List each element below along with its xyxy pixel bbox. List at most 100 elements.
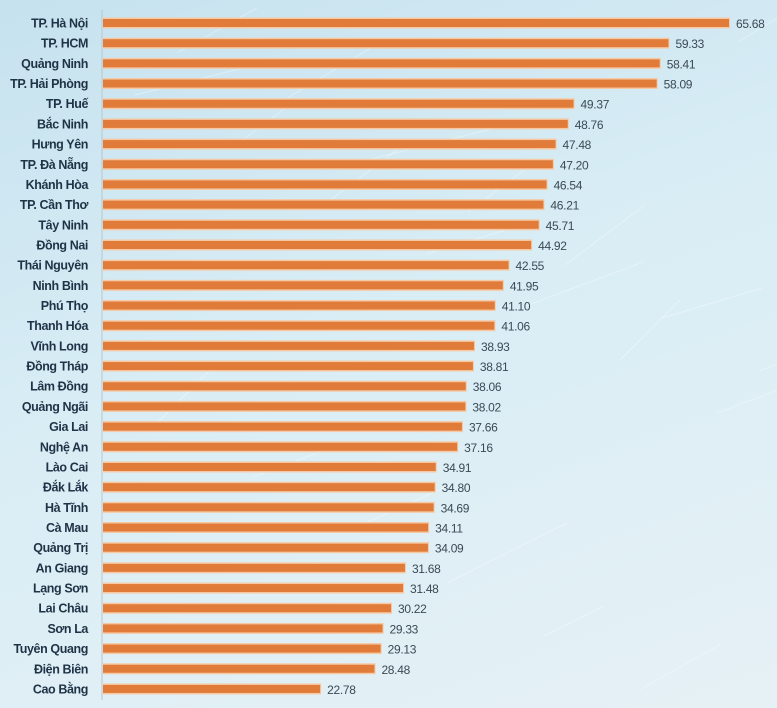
value-label: 65.68	[736, 17, 765, 31]
value-label: 38.93	[481, 340, 510, 354]
bar	[103, 604, 392, 613]
category-label: Tây Ninh	[38, 218, 88, 232]
bar-row: Đắk Lắk 34.80	[43, 480, 471, 496]
streak	[543, 605, 605, 637]
value-label: 34.09	[435, 542, 464, 556]
streak	[716, 389, 777, 414]
bar	[103, 19, 729, 27]
streak	[328, 140, 410, 202]
value-label: 59.33	[675, 37, 704, 51]
bar-row: Sơn La 29.33	[47, 622, 419, 637]
category-label: Tuyên Quang	[13, 642, 88, 656]
category-label: Hưng Yên	[32, 138, 88, 152]
value-label: 29.33	[390, 622, 419, 636]
bar	[103, 382, 466, 391]
bar	[103, 442, 458, 451]
bar-row: Quảng Trị 34.09	[33, 541, 464, 556]
category-label: Gia Lai	[49, 420, 88, 434]
category-label: Cao Bằng	[33, 681, 88, 696]
bar	[103, 281, 503, 290]
value-label: 38.81	[480, 360, 509, 374]
bar-row: Lai Châu 30.22	[38, 602, 427, 617]
value-label: 34.91	[443, 461, 472, 475]
value-label: 30.22	[398, 602, 427, 616]
streak	[758, 363, 777, 372]
value-label: 49.37	[581, 98, 610, 112]
streak	[640, 643, 722, 690]
category-label: An Giang	[36, 561, 88, 575]
value-label: 22.78	[327, 683, 356, 697]
bar-row: Hưng Yên 47.48	[32, 138, 592, 153]
category-label: Ninh Bình	[33, 279, 88, 293]
bar-row: Khánh Hòa 46.54	[26, 178, 583, 193]
bar	[103, 402, 466, 411]
bar	[103, 684, 321, 693]
bar	[103, 59, 660, 68]
bar	[103, 503, 434, 512]
bar	[103, 180, 547, 189]
bar-row: Bắc Ninh 48.76	[37, 116, 604, 132]
bar	[103, 79, 657, 88]
value-label: 58.09	[664, 78, 693, 92]
category-label: TP. Hà Nội	[31, 17, 88, 31]
bar	[103, 644, 381, 653]
category-label: Bắc Ninh	[37, 116, 88, 131]
bar	[103, 341, 475, 350]
category-label: Đồng Tháp	[26, 360, 88, 374]
bar	[103, 624, 383, 633]
bar	[103, 321, 495, 330]
value-label: 47.20	[560, 158, 589, 172]
value-label: 42.55	[516, 259, 545, 273]
bar-row: Quảng Ngãi 38.02	[22, 400, 502, 415]
category-label: Đồng Nai	[36, 238, 88, 252]
category-label: Thái Nguyên	[17, 259, 88, 273]
bar-row: Đồng Nai 44.92	[36, 238, 567, 253]
value-label: 34.11	[435, 522, 463, 536]
bar-row: Ninh Bình 41.95	[33, 279, 540, 294]
category-label: Lai Châu	[38, 602, 88, 616]
bar-row: Tây Ninh 45.71	[38, 218, 575, 233]
value-label: 46.21	[550, 199, 579, 213]
bar	[103, 99, 574, 108]
bar-row: Lạng Sơn 31.48	[33, 582, 439, 597]
streak	[661, 287, 763, 319]
category-label: TP. HCM	[41, 37, 88, 51]
streak	[737, 18, 777, 43]
value-label: 41.10	[502, 300, 531, 314]
streak	[619, 299, 681, 361]
bar-row: Gia Lai 37.66	[49, 420, 498, 435]
bar-row: TP. Huế 49.37	[46, 97, 610, 112]
value-label: 38.02	[472, 400, 501, 414]
bar	[103, 160, 553, 169]
bar-row: TP. HCM 59.33	[41, 37, 705, 52]
bar	[103, 140, 556, 149]
value-label: 34.69	[441, 501, 470, 515]
bar-row: Đồng Tháp 38.81	[26, 360, 509, 375]
category-label: Cà Mau	[46, 521, 88, 535]
value-label: 46.54	[554, 178, 583, 192]
bar	[103, 543, 428, 552]
bar-row: Lâm Đồng 38.06	[30, 380, 502, 395]
bar-row: Cà Mau 34.11	[46, 521, 464, 536]
category-label: TP. Huế	[46, 97, 89, 111]
category-label: Quảng Ninh	[21, 57, 88, 71]
value-label: 29.13	[388, 643, 417, 657]
category-label: Khánh Hòa	[26, 178, 90, 192]
bar-row: Thái Nguyên 42.55	[17, 259, 545, 274]
category-label: TP. Đà Nẵng	[20, 157, 88, 172]
bar	[103, 240, 532, 249]
bar	[103, 422, 462, 431]
bar-row: Lào Cai 34.91	[46, 460, 473, 475]
value-label: 47.48	[563, 138, 592, 152]
bar	[103, 301, 495, 310]
bar-row: TP. Hà Nội 65.68	[31, 17, 765, 32]
category-label: Lào Cai	[46, 460, 88, 474]
bar-row: Phú Thọ 41.10	[41, 299, 531, 314]
bar-row: Vĩnh Long 38.93	[31, 339, 511, 354]
bar	[103, 261, 509, 270]
category-label: Vĩnh Long	[31, 339, 89, 353]
bar	[103, 462, 436, 471]
value-label: 37.66	[469, 421, 498, 435]
bar-row: Cao Bằng 22.78	[33, 681, 357, 697]
